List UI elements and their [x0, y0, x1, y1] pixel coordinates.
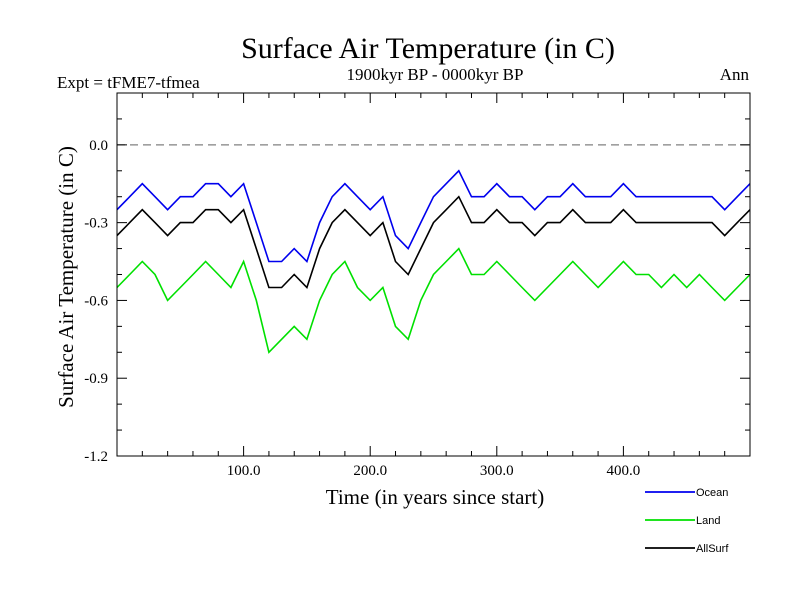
series-line-ocean [116, 169, 751, 263]
y-axis-label: Surface Air Temperature (in C) [54, 146, 78, 408]
y-tick-label: -0.3 [84, 216, 108, 232]
x-tick-label: 300.0 [480, 463, 514, 479]
x-tick-label: 400.0 [607, 463, 641, 479]
y-tick-label: 0.0 [89, 138, 108, 154]
chart-title: Surface Air Temperature (in C) [241, 32, 615, 65]
x-tick-label: 200.0 [353, 463, 387, 479]
x-axis-label: Time (in years since start) [326, 485, 545, 509]
legend: Ocean Land AllSurf [645, 487, 729, 555]
x-tick-label: 100.0 [227, 463, 261, 479]
legend-label-land: Land [696, 515, 720, 527]
y-tick-label: -0.9 [84, 371, 108, 387]
y-tick-label: -1.2 [84, 449, 108, 465]
series-line-allsurf [116, 195, 751, 290]
series-line-land [116, 247, 751, 354]
experiment-label: Expt = tFME7-tfmea [57, 73, 200, 92]
time-range-label: 1900kyr BP - 0000kyr BP [347, 65, 524, 84]
plot-area: 100.0 200.0 300.0 400.0 0.0 -0.3 -0.6 -0.9 -1.2 [84, 92, 751, 479]
legend-label-allsurf: AllSurf [696, 543, 729, 555]
season-label: Ann [720, 65, 750, 84]
y-tick-label: -0.6 [84, 293, 108, 309]
legend-label-ocean: Ocean [696, 487, 728, 499]
